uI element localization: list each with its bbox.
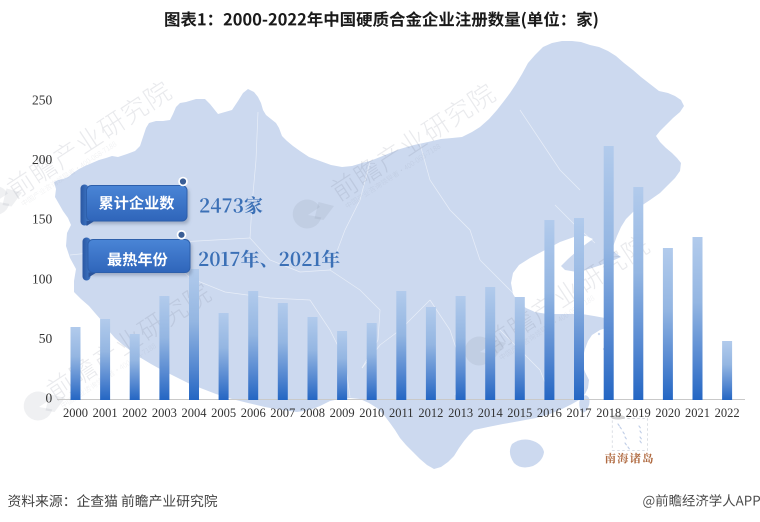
svg-text:2011: 2011 bbox=[389, 406, 414, 420]
svg-text:50: 50 bbox=[39, 331, 53, 346]
svg-text:2001: 2001 bbox=[93, 406, 118, 420]
svg-text:2006: 2006 bbox=[241, 406, 266, 420]
svg-text:2013: 2013 bbox=[448, 406, 473, 420]
svg-text:100: 100 bbox=[32, 271, 53, 286]
svg-text:2017: 2017 bbox=[567, 406, 592, 420]
svg-text:2022: 2022 bbox=[715, 406, 740, 420]
svg-text:2005: 2005 bbox=[211, 406, 236, 420]
svg-text:2014: 2014 bbox=[478, 406, 504, 420]
svg-text:2010: 2010 bbox=[359, 406, 384, 420]
svg-text:2021: 2021 bbox=[685, 406, 710, 420]
svg-text:2007: 2007 bbox=[270, 406, 295, 420]
svg-text:2009: 2009 bbox=[330, 406, 355, 420]
svg-text:2012: 2012 bbox=[418, 406, 443, 420]
svg-text:2003: 2003 bbox=[152, 406, 177, 420]
svg-text:250: 250 bbox=[32, 92, 53, 107]
svg-text:2019: 2019 bbox=[626, 406, 651, 420]
svg-text:2008: 2008 bbox=[300, 406, 325, 420]
svg-text:2000: 2000 bbox=[63, 406, 88, 420]
svg-text:200: 200 bbox=[32, 152, 53, 167]
svg-text:0: 0 bbox=[45, 391, 52, 406]
svg-text:2016: 2016 bbox=[537, 406, 562, 420]
svg-text:2015: 2015 bbox=[507, 406, 532, 420]
svg-text:2004: 2004 bbox=[182, 406, 208, 420]
svg-text:2018: 2018 bbox=[596, 406, 621, 420]
svg-text:150: 150 bbox=[32, 212, 53, 227]
svg-text:2020: 2020 bbox=[655, 406, 680, 420]
svg-text:2002: 2002 bbox=[122, 406, 147, 420]
